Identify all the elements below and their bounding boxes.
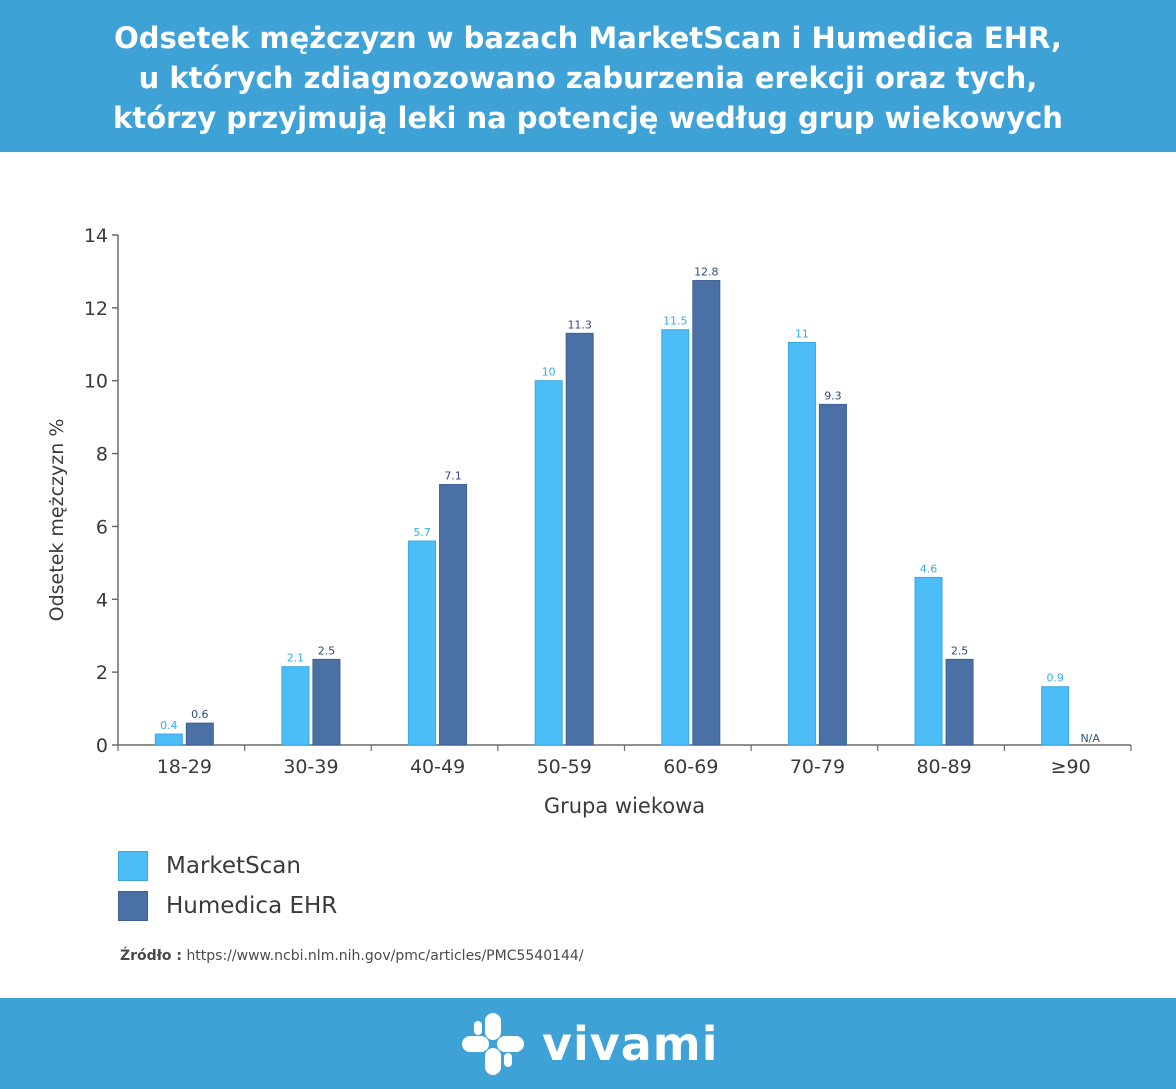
data-label: 0.4 [160, 719, 178, 732]
data-label: 10 [542, 366, 556, 379]
bar-humedica-60-69 [692, 280, 721, 746]
title-line-3: którzy przyjmują leki na potencję według… [113, 101, 1063, 135]
x-tick-label: ≥90 [1051, 756, 1091, 778]
chart-header: Odsetek mężczyzn w bazach MarketScan i H… [0, 0, 1176, 152]
bar-humedica-40-49 [439, 484, 468, 746]
bar-humedica-18-29 [185, 722, 214, 746]
legend-swatch-marketscan [118, 851, 148, 881]
x-tick-label: 30-39 [283, 756, 338, 778]
bar-marketscan-≥90 [1041, 686, 1070, 746]
source-note: Źródło : https://www.ncbi.nlm.nih.gov/pm… [120, 948, 584, 964]
data-label: 4.6 [920, 562, 938, 575]
y-tick-label: 14 [84, 225, 108, 247]
legend-item-marketscan: MarketScan [118, 846, 337, 886]
data-label: 11.5 [663, 315, 688, 328]
vivami-cross-icon [462, 1013, 524, 1075]
source-url[interactable]: https://www.ncbi.nlm.nih.gov/pmc/article… [186, 948, 584, 964]
data-label: 9.3 [824, 389, 842, 402]
y-tick-label: 0 [96, 735, 108, 757]
bar-marketscan-40-49 [408, 540, 437, 746]
bar-marketscan-50-59 [534, 380, 563, 746]
data-label: 2.1 [287, 652, 305, 665]
data-label: 2.5 [951, 644, 969, 657]
bar-marketscan-80-89 [914, 576, 943, 746]
chart-title: Odsetek mężczyzn w bazach MarketScan i H… [0, 18, 1176, 138]
y-tick-label: 6 [96, 516, 108, 538]
data-label: 5.7 [413, 526, 431, 539]
data-label: 7.1 [444, 470, 462, 483]
bar-humedica-50-59 [565, 332, 594, 746]
source-label: Źródło : [120, 948, 182, 964]
legend-swatch-humedica [118, 891, 148, 921]
x-tick-label: 18-29 [157, 756, 212, 778]
data-label: 0.9 [1046, 672, 1064, 685]
legend-item-humedica: Humedica EHR [118, 886, 337, 926]
y-tick-label: 8 [96, 444, 108, 466]
data-label: 11 [795, 327, 809, 340]
y-tick-label: 4 [96, 589, 108, 611]
bar-humedica-30-39 [312, 658, 341, 746]
legend-label-humedica: Humedica EHR [166, 893, 338, 919]
title-line-2: u których zdiagnozowano zaburzenia erekc… [138, 61, 1038, 95]
bar-marketscan-18-29 [154, 733, 183, 746]
brand-name: vivami [542, 1017, 719, 1071]
bar-marketscan-30-39 [281, 666, 310, 746]
data-label: 0.6 [191, 708, 209, 721]
x-axis-title: Grupa wiekowa [544, 794, 705, 818]
y-tick-label: 2 [96, 662, 108, 684]
x-tick-label: 40-49 [410, 756, 465, 778]
bar-marketscan-70-79 [787, 341, 816, 746]
bar-marketscan-60-69 [661, 329, 690, 746]
data-label: 12.8 [694, 266, 719, 279]
data-label: 2.5 [318, 644, 336, 657]
x-tick-label: 80-89 [916, 756, 971, 778]
data-label: 11.3 [567, 318, 592, 331]
brand-logo[interactable]: vivami [460, 1010, 718, 1078]
title-line-1: Odsetek mężczyzn w bazach MarketScan i H… [114, 21, 1062, 55]
bar-humedica-70-79 [818, 403, 847, 746]
legend: MarketScan Humedica EHR [118, 846, 337, 926]
x-tick-label: 70-79 [790, 756, 845, 778]
y-axis-title: Odsetek mężczyzn % [46, 419, 68, 622]
legend-label-marketscan: MarketScan [166, 853, 301, 879]
y-tick-label: 12 [84, 298, 108, 320]
footer: vivami [0, 998, 1176, 1089]
y-tick-label: 10 [84, 371, 108, 393]
x-tick-label: 60-69 [663, 756, 718, 778]
x-tick-label: 50-59 [537, 756, 592, 778]
bar-chart: 0 2 4 6 8 10 12 14 0.4 0.6 18-29 2.1 2.5 30-39 5.7 7.1 4… [46, 225, 1132, 818]
bar-humedica-80-89 [945, 658, 974, 746]
data-label-na: N/A [1080, 732, 1100, 745]
